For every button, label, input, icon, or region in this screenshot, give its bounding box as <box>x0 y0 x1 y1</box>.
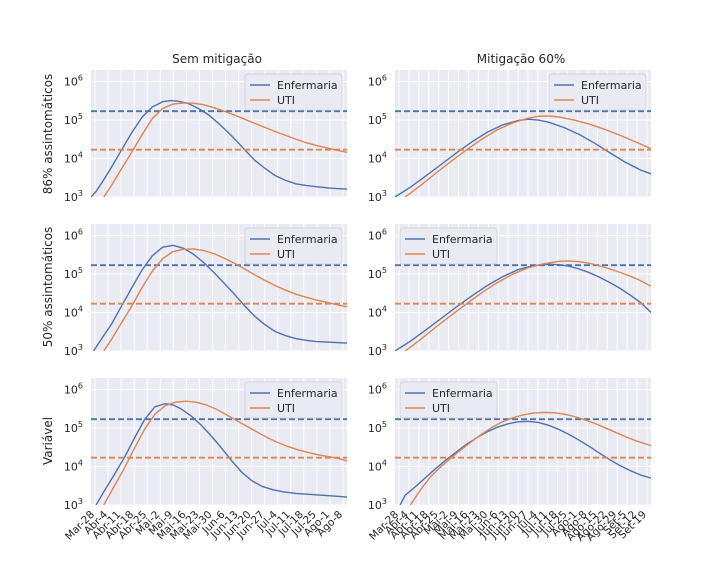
panels: 103 104 105 106 Enfermaria UTI 103 104 105 106 Enf… <box>63 70 651 544</box>
legend-box <box>244 73 343 111</box>
legend-box <box>399 227 498 265</box>
legend-label: Enfermaria <box>277 233 338 246</box>
series-enfermaria <box>399 420 651 505</box>
y-tick-label: 103 <box>64 343 83 358</box>
series-uti <box>103 102 347 197</box>
legend-label: UTI <box>277 402 295 415</box>
legend: Enfermaria UTI <box>399 227 498 265</box>
y-tick-label: 106 <box>368 228 387 243</box>
y-tick-label: 105 <box>64 420 83 435</box>
y-tick-label: 106 <box>64 74 83 89</box>
legend: Enfermaria UTI <box>548 73 647 111</box>
legend: Enfermaria UTI <box>244 381 343 419</box>
chart-panel-4: 103 104 105 106 Enfermaria UTI <box>368 224 651 358</box>
y-tick-label: 104 <box>368 459 387 474</box>
row-label-1: 86% assintomáticos <box>41 74 55 195</box>
chart-panel-5: 103104105106Mar-28Abr-4Abr-11Abr-18Abr-2… <box>63 378 347 543</box>
row-label-3: Variável <box>41 417 55 465</box>
series-uti <box>404 115 651 197</box>
series-enfermaria <box>91 99 347 197</box>
legend-label: UTI <box>581 94 599 107</box>
y-tick-label: 104 <box>64 305 83 320</box>
legend: Enfermaria UTI <box>399 381 498 419</box>
chart-panel-1: 103 104 105 106 Enfermaria UTI <box>64 70 347 204</box>
legend: Enfermaria UTI <box>244 73 343 111</box>
y-tick-label: 105 <box>368 420 387 435</box>
legend-label: UTI <box>277 248 295 261</box>
y-tick-label: 103 <box>368 189 387 204</box>
series-uti <box>103 248 347 351</box>
series-enfermaria <box>93 244 347 351</box>
y-tick-label: 104 <box>64 151 83 166</box>
legend-box <box>244 227 343 265</box>
legend-label: Enfermaria <box>581 79 642 92</box>
y-tick-label: 104 <box>64 459 83 474</box>
y-tick-label: 104 <box>368 151 387 166</box>
legend-label: Enfermaria <box>277 79 338 92</box>
y-tick-label: 103 <box>64 189 83 204</box>
y-tick-label: 106 <box>64 382 83 397</box>
row-label-2: 50% assintomáticos <box>41 227 55 348</box>
y-tick-label: 106 <box>64 228 83 243</box>
series-uti <box>409 411 651 505</box>
y-tick-label: 105 <box>368 112 387 127</box>
chart-panel-6: 103104105106Mar-28Abr-4Abr-11Abr-18Abr-2… <box>367 378 651 544</box>
legend-label: Enfermaria <box>432 233 493 246</box>
chart-panel-2: 103 104 105 106 Enfermaria UTI <box>368 70 651 204</box>
chart-panel-3: 103 104 105 106 Enfermaria UTI <box>64 224 347 358</box>
legend-label: Enfermaria <box>432 387 493 400</box>
series-enfermaria <box>95 402 347 505</box>
y-tick-label: 104 <box>368 305 387 320</box>
series-uti <box>103 400 347 505</box>
column-title-left: Sem mitigação <box>172 52 262 66</box>
legend-box <box>244 381 343 419</box>
series-uti <box>404 260 651 351</box>
y-tick-label: 106 <box>368 74 387 89</box>
y-tick-label: 103 <box>368 497 387 512</box>
legend-label: UTI <box>277 94 295 107</box>
legend-label: UTI <box>432 248 450 261</box>
legend-box <box>399 381 498 419</box>
legend-box <box>548 73 647 111</box>
y-tick-label: 105 <box>64 112 83 127</box>
legend-label: UTI <box>432 402 450 415</box>
y-tick-label: 106 <box>368 382 387 397</box>
series-enfermaria <box>395 118 651 197</box>
column-title-right: Mitigação 60% <box>477 52 565 66</box>
series-enfermaria <box>395 263 651 351</box>
legend: Enfermaria UTI <box>244 227 343 265</box>
y-tick-label: 103 <box>64 497 83 512</box>
legend-label: Enfermaria <box>277 387 338 400</box>
y-tick-label: 103 <box>368 343 387 358</box>
y-tick-label: 105 <box>368 266 387 281</box>
y-tick-label: 105 <box>64 266 83 281</box>
